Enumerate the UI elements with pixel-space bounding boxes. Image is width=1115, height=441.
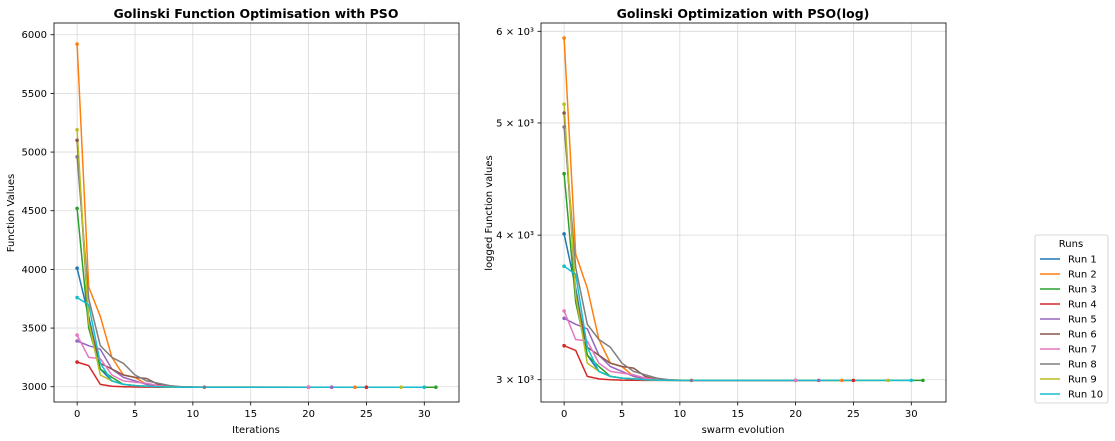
series-point	[840, 379, 844, 383]
series-point	[690, 379, 694, 383]
series-line-run-3	[564, 174, 923, 381]
series-point	[75, 333, 79, 337]
y-tick-label: 4 × 10³	[496, 231, 534, 242]
x-tick-label: 10	[673, 409, 686, 420]
series-point	[434, 385, 438, 389]
x-tick-label: 15	[244, 409, 257, 420]
legend-label: Run 9	[1068, 375, 1097, 386]
series-line-run-5	[564, 318, 819, 380]
x-tick-label: 5	[132, 409, 138, 420]
series-points	[562, 36, 924, 382]
series-point	[562, 172, 566, 176]
series-point	[794, 379, 798, 383]
series-point	[921, 379, 925, 383]
chart-title: Golinski Optimization with PSO(log)	[617, 6, 870, 21]
series-point	[75, 155, 79, 159]
series-point	[75, 266, 79, 270]
y-axis-label: logged Function values	[484, 155, 495, 271]
series-lines	[564, 38, 923, 380]
legend-label: Run 2	[1068, 270, 1097, 281]
x-axis-ticks: 0 5 10 15 20 25 30	[561, 402, 918, 420]
y-tick-label: 5000	[22, 148, 47, 159]
x-tick-label: 20	[302, 409, 315, 420]
series-point	[886, 379, 890, 383]
series-point	[399, 385, 403, 389]
legend-title: Runs	[1059, 239, 1083, 250]
x-axis-ticks: 0 5 10 15 20 25 30	[74, 402, 431, 420]
y-tick-label: 3500	[22, 324, 47, 335]
y-tick-label: 4500	[22, 206, 47, 217]
x-tick-label: 15	[731, 409, 744, 420]
series-point	[910, 379, 914, 383]
series-point	[75, 207, 79, 211]
series-line-run-9	[77, 130, 401, 387]
y-axis-ticks: 3000 3500 4000 4500 5000 5500 6000	[22, 30, 54, 393]
series-point	[562, 36, 566, 40]
series-point	[75, 128, 79, 132]
series-line-run-2	[564, 38, 842, 380]
series-point	[330, 385, 334, 389]
series-line-run-9	[564, 104, 888, 380]
series-point	[562, 232, 566, 236]
x-tick-label: 0	[74, 409, 80, 420]
x-tick-label: 20	[789, 409, 802, 420]
gridlines	[54, 23, 459, 402]
legend-label: Run 3	[1068, 285, 1097, 296]
series-point	[562, 309, 566, 313]
y-tick-label: 3 × 10³	[496, 375, 534, 386]
legend: Runs Run 1 Run 2 Run 3 Run 4 Run 5 Run 6 Run 7…	[1035, 235, 1108, 403]
y-tick-label: 3000	[22, 382, 47, 393]
chart-linear: Golinski Function Optimisation with PSO …	[6, 6, 459, 436]
x-tick-label: 25	[360, 409, 373, 420]
y-axis-ticks: 3 × 10³ 4 × 10³ 5 × 10³ 6 × 10³	[496, 27, 541, 386]
series-point	[562, 317, 566, 321]
legend-label: Run 10	[1068, 390, 1103, 401]
x-tick-label: 30	[418, 409, 431, 420]
series-point	[203, 385, 207, 389]
legend-label: Run 6	[1068, 330, 1097, 341]
series-point	[353, 385, 357, 389]
y-tick-label: 6 × 10³	[496, 27, 534, 38]
series-point	[365, 385, 369, 389]
series-point	[423, 385, 427, 389]
x-axis-label: swarm evolution	[702, 425, 785, 436]
chart-log: Golinski Optimization with PSO(log) 0 5 10…	[484, 6, 946, 436]
series-point	[562, 344, 566, 348]
x-tick-label: 10	[186, 409, 199, 420]
series-point	[852, 379, 856, 383]
x-axis-label: Iterations	[232, 425, 280, 436]
legend-label: Run 8	[1068, 360, 1097, 371]
series-point	[75, 42, 79, 46]
x-tick-label: 25	[847, 409, 860, 420]
y-tick-label: 5500	[22, 89, 47, 100]
chart-title: Golinski Function Optimisation with PSO	[114, 6, 399, 21]
legend-label: Run 4	[1068, 300, 1097, 311]
x-tick-label: 5	[619, 409, 625, 420]
series-point	[75, 139, 79, 143]
y-tick-label: 4000	[22, 265, 47, 276]
series-line-run-2	[77, 44, 355, 387]
series-point	[562, 125, 566, 129]
series-line-run-3	[77, 208, 436, 387]
y-tick-label: 6000	[22, 30, 47, 41]
series-point	[75, 296, 79, 300]
legend-label: Run 7	[1068, 345, 1097, 356]
plot-frame	[54, 23, 459, 402]
y-axis-label: Function Values	[6, 174, 17, 252]
series-point	[562, 111, 566, 115]
legend-label: Run 1	[1068, 255, 1097, 266]
y-tick-label: 5 × 10³	[496, 118, 534, 129]
legend-label: Run 5	[1068, 315, 1097, 326]
series-points	[75, 42, 437, 389]
series-lines	[77, 44, 436, 387]
series-point	[307, 385, 311, 389]
x-tick-label: 30	[905, 409, 918, 420]
x-tick-label: 0	[561, 409, 567, 420]
series-point	[75, 360, 79, 364]
series-point	[75, 339, 79, 343]
series-point	[562, 102, 566, 106]
series-point	[817, 379, 821, 383]
series-point	[562, 264, 566, 268]
